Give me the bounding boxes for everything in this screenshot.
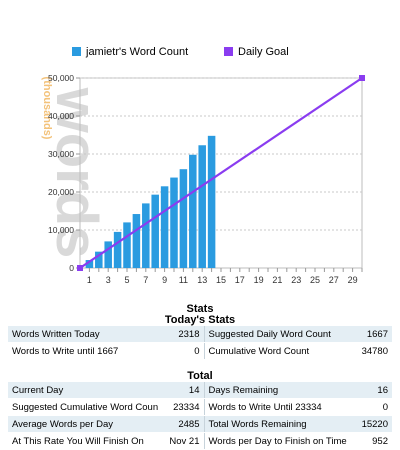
x-tick-label: 3 [106,275,111,285]
stat-label: Words to Write Until 23334 [203,398,350,416]
stat-label: Suggested Cumulative Word Count [8,398,158,416]
x-tick-label: 25 [310,275,320,285]
stat-value: 0 [350,398,392,416]
x-tick-label: 13 [197,275,207,285]
stat-value: 15220 [350,415,392,433]
x-tick-label: 27 [329,275,339,285]
stat-value: 2485 [158,415,204,433]
bar [104,241,112,268]
bar [113,231,122,268]
stat-label: Current Day [8,382,158,399]
bar [170,177,178,268]
x-tick-label: 7 [143,275,148,285]
legend-swatch-daily-goal [224,47,233,56]
today-stats-table: Words Written Today 2318 Suggested Daily W… [8,326,392,360]
bar [151,194,159,268]
goal-point [77,265,83,271]
stat-label: Total Words Remaining [203,415,350,433]
bar [189,154,197,268]
x-tick-label: 15 [216,275,226,285]
stat-value: 2318 [158,326,204,343]
x-tick-label: 17 [235,275,245,285]
bar [132,214,141,268]
y-tick-label: 10,000 [48,225,74,235]
stats-row: Average Words per Day 2485 Total Words Rem… [8,415,392,433]
bar [179,169,188,268]
legend-swatch-word-count [72,47,81,56]
bar [142,203,150,268]
bar [160,186,169,268]
stats-row: Suggested Cumulative Word Count 23334 Word… [8,398,392,416]
x-tick-label: 5 [124,275,129,285]
x-tick-label: 19 [254,275,264,285]
stat-label: Days Remaining [203,382,350,399]
stat-label: Average Words per Day [8,415,158,433]
y-axis-sublabel: (thousands) [41,77,53,140]
x-tick-label: 29 [348,275,358,285]
y-tick-label: 0 [69,263,74,273]
stat-label: Suggested Daily Word Count [203,326,350,343]
legend-label-word-count: jamietr's Word Count [85,46,188,58]
goal-line [79,77,363,269]
stats-row: Words to Write until 1667 0 Cumulative Wor… [8,342,392,360]
total-stats-table: Current Day 14 Days Remaining 16 Suggested C… [8,382,392,450]
stats-title: Stats [186,303,214,315]
word-count-chart: words (thousands) 0 10,000 20,000 30,000 40,00… [41,46,365,285]
y-tick-label: 30,000 [48,149,74,159]
bar [85,260,94,268]
total-stats-title: Total [187,370,213,382]
stat-value: 14 [158,382,204,399]
chart-svg: words(thousands)010,00020,00030,00040,00… [41,46,365,285]
x-tick-label: 21 [272,275,282,285]
x-tick-label: 11 [179,275,188,285]
legend-label-daily-goal: Daily Goal [238,46,289,58]
y-tick-label: 50,000 [48,73,74,83]
x-tick-label: 1 [87,275,92,285]
stat-value: 23334 [158,398,204,416]
stat-value: 0 [158,342,204,360]
bar [123,222,131,268]
today-stats-title: Today's Stats [164,314,236,326]
bar [198,145,206,268]
goal-point [359,75,365,81]
y-tick-label: 40,000 [48,111,74,121]
stat-label: Words to Write until 1667 [8,342,158,360]
bar [95,251,103,268]
y-tick-label: 20,000 [48,187,74,197]
stat-label: Cumulative Word Count [203,342,350,360]
stat-value: 16 [350,382,392,399]
bar [207,135,216,268]
stats-row: Words Written Today 2318 Suggested Daily W… [8,326,392,343]
stat-value: 34780 [350,342,392,360]
x-tick-label: 9 [162,275,167,285]
stats-row: Current Day 14 Days Remaining 16 [8,382,392,399]
x-tick-label: 23 [291,275,301,285]
stat-value: 1667 [350,326,392,343]
stat-label: Words Written Today [8,326,158,343]
